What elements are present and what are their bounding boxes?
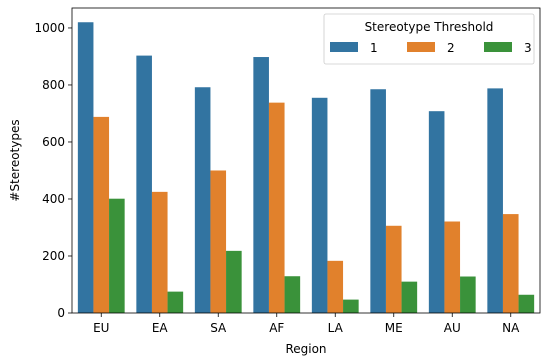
bar-af-series-2 xyxy=(268,102,285,313)
legend-title: Stereotype Threshold xyxy=(365,20,494,34)
y-tick-label: 600 xyxy=(42,135,65,149)
plot-frame xyxy=(71,7,541,314)
y-tick-label: 400 xyxy=(42,192,65,206)
bar-na-series-1 xyxy=(487,88,503,313)
legend-swatch-1 xyxy=(330,42,358,52)
bar-eu-series-1 xyxy=(77,22,94,313)
bar-eu-series-3 xyxy=(109,198,125,313)
legend-label-3: 3 xyxy=(524,41,532,55)
bar-sa-series-2 xyxy=(210,170,227,313)
legend: Stereotype Threshold 1 2 3 xyxy=(323,13,535,65)
bar-ea-series-1 xyxy=(136,55,152,313)
bar-na-series-3 xyxy=(518,294,535,313)
legend-box xyxy=(323,13,535,65)
bar-sa-series-3 xyxy=(226,250,242,313)
y-tick-label: 200 xyxy=(42,249,65,263)
bar-au-series-3 xyxy=(460,276,476,313)
x-tick-label: AF xyxy=(269,321,284,335)
bar-ea-series-2 xyxy=(151,191,168,313)
bar-me-series-3 xyxy=(401,281,418,313)
legend-label-2: 2 xyxy=(447,41,455,55)
y-tick-label: 0 xyxy=(57,306,65,320)
bar-au-series-1 xyxy=(428,111,445,313)
bar-la-series-3 xyxy=(343,299,359,313)
bar-na-series-2 xyxy=(502,214,519,313)
legend-items: 1 2 3 xyxy=(330,41,532,55)
bar-au-series-2 xyxy=(444,221,461,313)
x-tick-label: NA xyxy=(502,321,520,335)
x-tick-label: AU xyxy=(444,321,461,335)
x-tick-label: ME xyxy=(385,321,403,335)
bar-la-series-2 xyxy=(327,260,344,313)
x-axis-label: Region xyxy=(285,342,326,356)
bar-me-series-1 xyxy=(370,89,386,314)
x-tick-label: EU xyxy=(93,321,109,335)
legend-label-1: 1 xyxy=(370,41,378,55)
bar-af-series-1 xyxy=(253,57,269,313)
y-axis-label: #Stereotypes xyxy=(8,119,22,201)
y-tick-label: 1000 xyxy=(34,21,65,35)
x-tick-label: EA xyxy=(152,321,169,335)
legend-swatch-2 xyxy=(407,42,435,52)
x-tick-label: SA xyxy=(210,321,227,335)
x-tick-label: LA xyxy=(328,321,344,335)
bar-eu-series-2 xyxy=(93,116,110,313)
x-axis: EU EA SA AF LA ME AU NA xyxy=(93,313,520,335)
legend-swatch-3 xyxy=(484,42,512,52)
bar-af-series-3 xyxy=(284,276,301,313)
y-tick-label: 800 xyxy=(42,78,65,92)
bar-me-series-2 xyxy=(385,225,402,313)
bar-sa-series-1 xyxy=(194,87,211,314)
bars-layer xyxy=(77,22,535,314)
bar-ea-series-3 xyxy=(167,291,184,313)
bar-la-series-1 xyxy=(311,97,328,313)
y-axis: 0 200 400 600 800 1000 xyxy=(34,21,72,320)
